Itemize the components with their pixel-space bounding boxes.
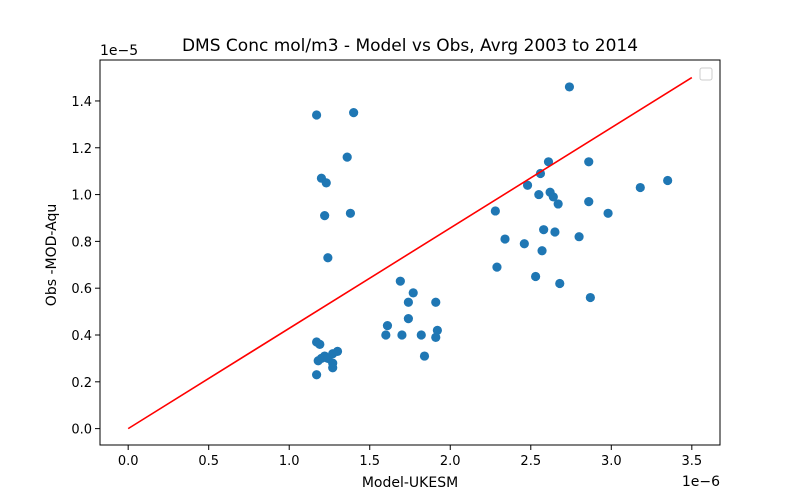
data-point [316, 353, 327, 364]
data-point [522, 180, 533, 190]
data-point [500, 234, 510, 244]
data-point [403, 314, 413, 324]
data-point [531, 271, 541, 282]
data-point [345, 208, 356, 218]
y-tick-label: 0.4 [71, 329, 92, 344]
y-axis-label: Obs -MOD-Aqu [44, 204, 60, 306]
data-point [548, 192, 558, 202]
data-point [382, 321, 393, 331]
data-point [342, 152, 352, 162]
data-point [311, 370, 322, 380]
y-tick-label: 1.0 [71, 189, 92, 204]
data-point [321, 178, 331, 188]
data-point [311, 110, 322, 120]
data-point [419, 351, 430, 361]
data-point [574, 232, 584, 242]
legend-box [699, 67, 713, 81]
y-tick-label: 1.4 [71, 95, 92, 110]
x-tick-label: 0.0 [118, 454, 139, 469]
x-tick-label: 1.0 [279, 454, 300, 469]
data-point [416, 330, 426, 340]
data-point [537, 246, 547, 256]
data-point [584, 196, 594, 207]
data-point [550, 227, 560, 237]
y-tick-label: 0.8 [71, 235, 92, 250]
data-point [403, 297, 413, 307]
y-axis-ticks: 0.0 0.2 0.4 0.6 0.8 1.0 1.2 1.4 [71, 95, 100, 438]
x-offset-label: 1e−6 [682, 474, 720, 490]
y-tick-label: 0.0 [71, 423, 92, 438]
y-tick-label: 0.2 [71, 376, 92, 391]
data-point [349, 108, 359, 118]
y-tick-label: 1.2 [71, 142, 92, 157]
reference-line [127, 76, 693, 430]
data-point [315, 339, 325, 349]
data-point [543, 157, 554, 167]
data-point [408, 288, 418, 298]
data-point [584, 157, 594, 167]
chart-title: DMS Conc mol/m3 - Model vs Obs, Avrg 200… [182, 36, 638, 56]
data-point [431, 297, 441, 307]
plot-frame [99, 59, 721, 446]
x-axis-ticks: 0.0 0.5 1.0 1.5 2.0 2.5 3.0 3.5 [118, 445, 702, 469]
x-tick-label: 2.0 [440, 454, 461, 469]
data-point [320, 211, 330, 221]
x-tick-label: 0.5 [198, 454, 219, 469]
data-point [635, 182, 645, 193]
x-tick-label: 2.5 [520, 454, 541, 469]
data-point [397, 330, 407, 340]
x-tick-label: 3.5 [681, 454, 702, 469]
x-axis-label: Model-UKESM [362, 475, 458, 491]
data-point [328, 363, 338, 373]
data-point [492, 262, 502, 272]
data-point [323, 253, 333, 263]
x-tick-label: 3.0 [601, 454, 622, 469]
data-point [395, 276, 405, 286]
data-point [553, 199, 563, 209]
data-point [432, 325, 442, 335]
data-points [311, 82, 673, 380]
data-point [534, 189, 544, 200]
data-point [381, 330, 391, 340]
data-point [490, 206, 500, 216]
data-point [431, 332, 441, 342]
data-point [564, 82, 575, 92]
data-point [603, 208, 613, 218]
data-point [519, 239, 529, 249]
data-point [539, 225, 549, 235]
y-tick-label: 0.6 [71, 282, 92, 297]
data-point [663, 175, 673, 186]
data-point [555, 278, 565, 289]
data-point [332, 346, 343, 356]
y-offset-label: 1e−5 [100, 43, 138, 59]
x-tick-label: 1.5 [359, 454, 380, 469]
data-point [585, 292, 595, 303]
